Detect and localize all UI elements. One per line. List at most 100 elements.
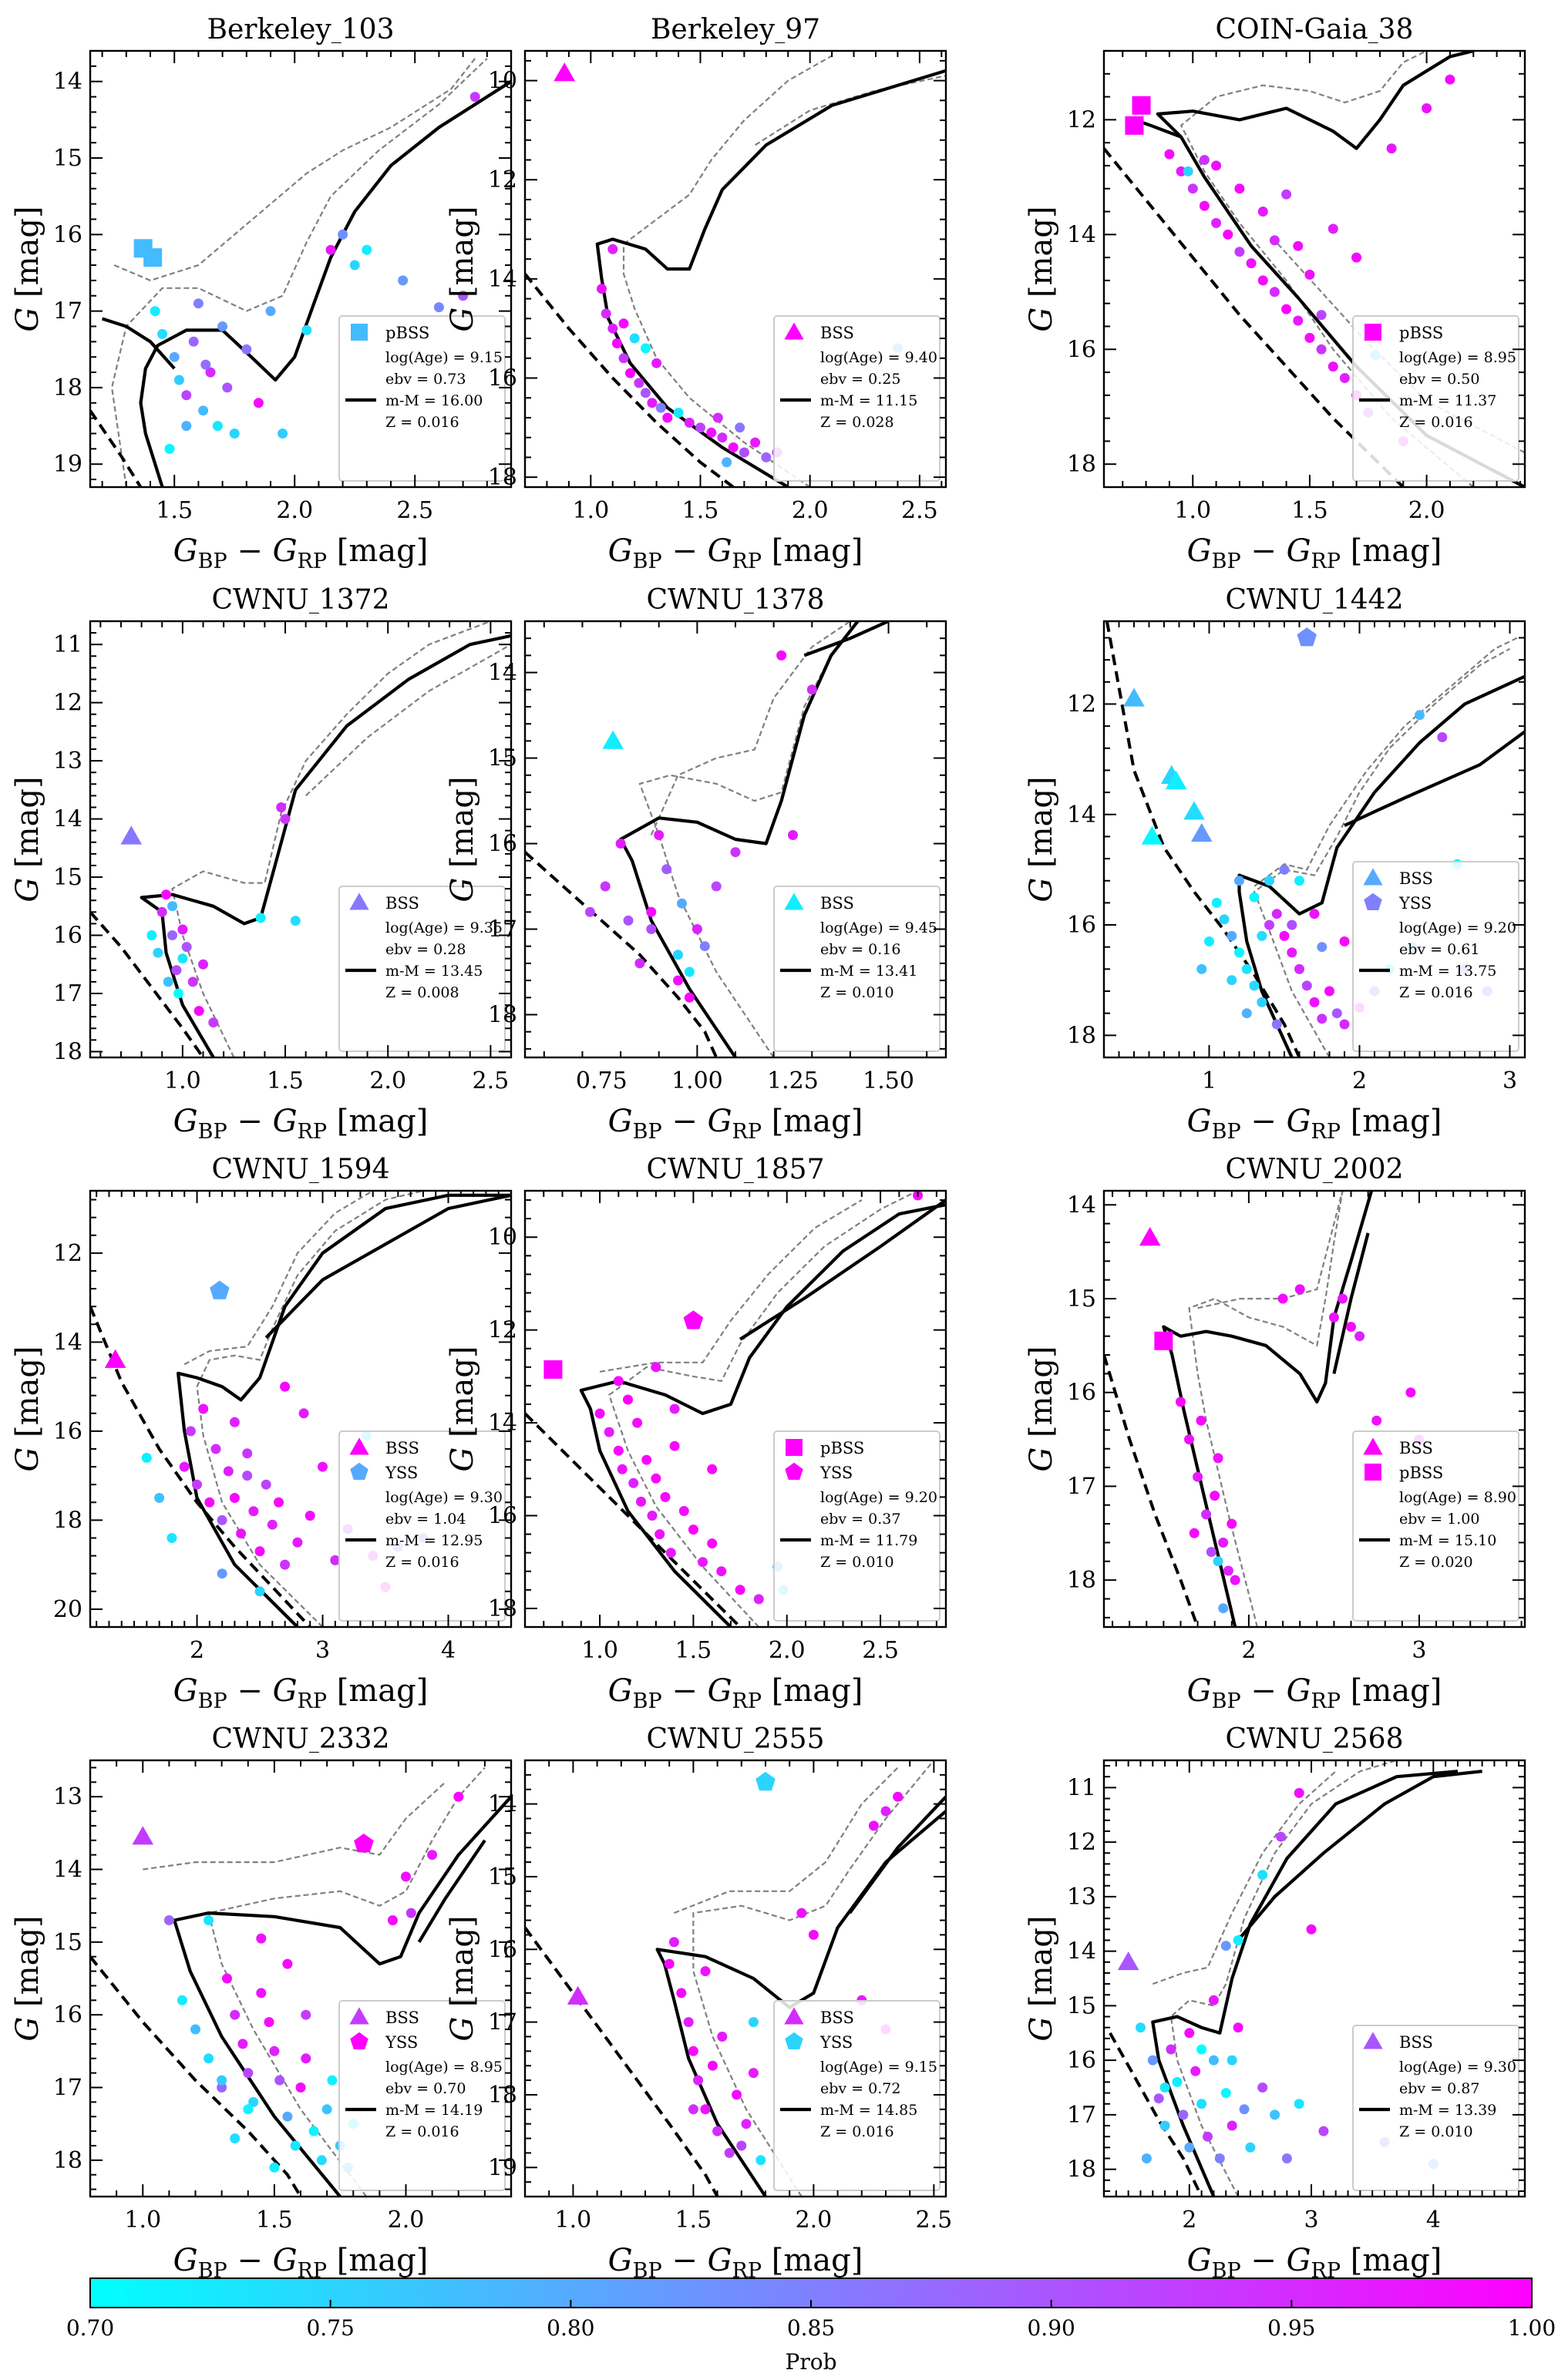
legend-triangle-icon <box>784 322 804 340</box>
member-star-point <box>1223 229 1233 240</box>
legend-param-text: m-M = 14.85 <box>820 2102 917 2119</box>
member-star-point <box>205 367 216 378</box>
member-star-point <box>735 1585 745 1595</box>
member-star-point <box>163 1915 174 1925</box>
member-star-point <box>192 1479 202 1490</box>
member-star-point <box>594 1408 605 1419</box>
y-tick-label: 13 <box>53 1783 82 1810</box>
member-star-point <box>308 2126 319 2136</box>
member-star-point <box>401 1871 411 1882</box>
member-star-point <box>193 298 204 309</box>
legend-param-text: m-M = 11.37 <box>1399 392 1496 409</box>
member-star-point <box>711 881 722 892</box>
zams-line <box>525 1926 719 2197</box>
member-star-point <box>229 1493 240 1503</box>
member-star-point <box>796 1908 807 1918</box>
panel-title: COIN-Gaia_38 <box>1216 14 1414 45</box>
axes-frame <box>523 49 947 489</box>
member-star-point <box>584 906 595 917</box>
special-star-triangle <box>1139 1227 1161 1246</box>
member-star-point <box>1328 1312 1339 1323</box>
member-star-point <box>707 1538 718 1549</box>
panel-cwnu-1594: BSS YSS log(Age) = 9.30 ebv = 1.04 m-M = 12.… <box>10 1154 513 1713</box>
legend-param-text: ebv = 0.61 <box>1399 941 1479 958</box>
colorbar-tick-label: 0.95 <box>1267 2315 1315 2341</box>
panel-title: CWNU_1857 <box>646 1154 824 1185</box>
member-star-point <box>717 432 728 443</box>
member-star-point <box>717 2032 728 2042</box>
x-tick-label: 2.0 <box>276 497 313 524</box>
y-tick-label: 18 <box>1067 1022 1096 1049</box>
legend-param-text: ebv = 0.72 <box>820 2080 900 2097</box>
colorbar-tick-label: 0.85 <box>787 2315 835 2341</box>
legend-param-text: Z = 0.010 <box>1399 2123 1473 2140</box>
y-tick-label: 16 <box>1067 2047 1096 2074</box>
legend-triangle-icon <box>349 1437 369 1455</box>
member-star-point <box>282 2111 293 2122</box>
y-tick-label: 18 <box>53 1038 82 1065</box>
legend-param-text: m-M = 13.75 <box>1399 963 1496 980</box>
y-tick-label: 14 <box>1067 1192 1096 1219</box>
member-star-point <box>190 2024 200 2035</box>
member-star-point <box>1211 160 1222 171</box>
legend-triangle-icon <box>1363 1437 1383 1455</box>
legend-param-text: log(Age) = 9.15 <box>820 2059 937 2076</box>
y-tick-label: 14 <box>1067 802 1096 829</box>
member-star-point <box>280 814 291 825</box>
y-axis-label: G [mag] <box>445 1346 480 1471</box>
member-star-point <box>661 864 672 875</box>
y-tick-label: 14 <box>53 69 82 96</box>
member-star-point <box>282 1958 293 1969</box>
legend-triangle-icon <box>1363 2032 1383 2049</box>
y-tick-label: 14 <box>53 1857 82 1884</box>
member-star-point <box>1277 1293 1288 1304</box>
member-star-point <box>1208 2055 1219 2066</box>
legend-param-text: Z = 0.028 <box>820 414 894 431</box>
y-tick-label: 12 <box>488 166 517 193</box>
legend-param-text: ebv = 0.50 <box>1399 371 1479 388</box>
y-tick-label: 18 <box>488 2082 517 2109</box>
member-star-point <box>261 1479 271 1490</box>
plot-area <box>1109 1760 1482 2197</box>
member-star-point <box>453 1791 464 1802</box>
member-star-point <box>1201 1509 1212 1520</box>
member-star-point <box>684 992 695 1003</box>
member-star-point <box>1270 2109 1280 2120</box>
plot-area <box>90 621 511 1057</box>
best-isochrone-line <box>139 79 511 487</box>
x-axis-label: GBP − GRP [mag] <box>1187 2243 1442 2283</box>
y-tick-label: 13 <box>1067 1884 1096 1911</box>
axes-frame <box>89 49 513 489</box>
y-axis-label: G [mag] <box>10 1915 45 2041</box>
member-star-point <box>623 1394 633 1405</box>
legend-label: YSS <box>1398 894 1432 913</box>
isochrone-branch-line <box>803 621 890 657</box>
legend-param-text: m-M = 12.95 <box>385 1532 483 1549</box>
y-tick-label: 17 <box>53 298 82 325</box>
colorbar-tick-label: 0.70 <box>66 2315 114 2341</box>
member-star-point <box>1371 1415 1382 1426</box>
colorbar-tick-label: 0.75 <box>306 2315 354 2341</box>
member-star-point <box>267 1519 278 1530</box>
member-star-point <box>153 947 163 958</box>
y-axis-label: G [mag] <box>445 206 480 331</box>
special-star-square <box>143 248 163 267</box>
y-tick-label: 11 <box>1067 1774 1096 1801</box>
member-star-point <box>458 291 469 301</box>
legend-square-icon <box>786 1439 803 1456</box>
member-star-point <box>177 1995 187 2005</box>
member-star-point <box>1227 1518 1237 1529</box>
legend-param-text: log(Age) = 8.95 <box>1399 349 1516 366</box>
member-star-point <box>1187 183 1198 194</box>
member-star-point <box>655 402 666 413</box>
panel-cwnu-1378: BSS log(Age) = 9.45 ebv = 0.16 m-M = 13.41 Z… <box>445 584 947 1144</box>
y-tick-label: 17 <box>488 916 517 943</box>
y-tick-label: 14 <box>488 1791 517 1818</box>
member-star-point <box>1269 235 1280 246</box>
y-tick-label: 18 <box>1067 1567 1096 1594</box>
member-star-point <box>181 942 192 953</box>
y-tick-label: 16 <box>1067 1380 1096 1407</box>
legend-frame <box>1352 861 1519 1052</box>
member-star-point <box>1279 864 1290 875</box>
